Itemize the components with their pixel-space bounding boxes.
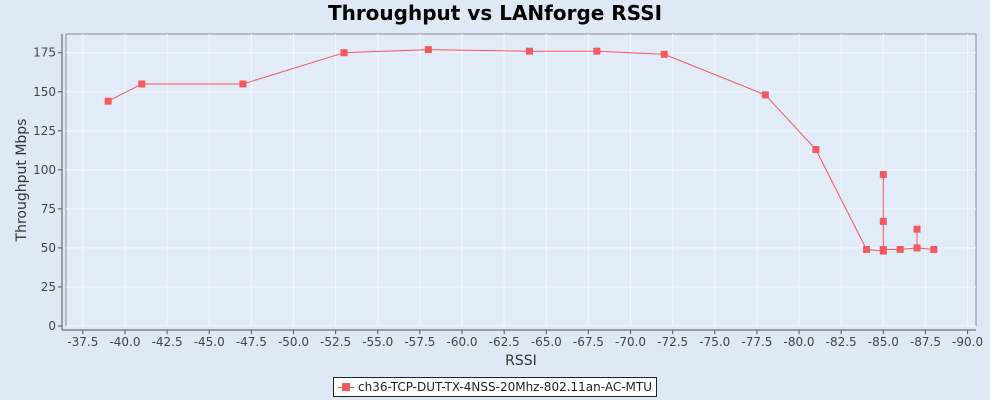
data-point [525,47,533,55]
data-point [340,49,348,57]
data-point [593,47,601,55]
grid-lines [66,34,976,327]
y-tick-label: 25 [41,280,56,294]
x-tick-label: -55.0 [362,335,393,349]
x-tick-label: -77.5 [741,335,772,349]
data-point [930,245,938,253]
x-tick-label: -75.0 [699,335,730,349]
series-group [104,46,938,255]
data-point [138,80,146,88]
y-tick-label: 125 [33,124,56,138]
x-tick-label: -72.5 [657,335,688,349]
x-tick-label: -87.5 [910,335,941,349]
y-tick-label: 100 [33,163,56,177]
data-point [896,245,904,253]
x-tick-label: -50.0 [278,335,309,349]
data-point [424,46,432,54]
data-point [104,97,112,105]
x-tick-label: -37.5 [67,335,98,349]
y-tick-label: 0 [48,319,56,333]
x-tick-label: -85.0 [868,335,899,349]
x-tick-label: -52.5 [320,335,351,349]
x-tick-label: -67.5 [573,335,604,349]
data-point [812,146,820,154]
x-tick-label: -65.0 [531,335,562,349]
y-axis-label: Throughput Mbps [14,119,30,243]
plot-area [65,33,977,327]
x-tick-label: -57.5 [404,335,435,349]
data-point [879,245,887,253]
x-tick-label: -40.0 [109,335,140,349]
x-tick-label: -42.5 [152,335,183,349]
x-tick-label: -47.5 [236,335,267,349]
data-point [862,245,870,253]
legend-marker-icon [338,381,354,393]
x-tick-label: -62.5 [489,335,520,349]
y-axis: 0 25 50 75 100 125 150 175 [33,34,63,333]
x-tick-label: -82.5 [826,335,857,349]
data-point [913,225,921,233]
chart-title: Throughput vs LANforge RSSI [328,1,662,25]
legend-series-label: ch36-TCP-DUT-TX-4NSS-20Mhz-802.11an-AC-M… [358,380,652,394]
x-axis: -37.5 -40.0 -42.5 -45.0 -47.5 -50.0 -52.5 -55.0… [62,329,983,349]
x-tick-label: -45.0 [194,335,225,349]
y-tick-label: 75 [41,202,56,216]
data-point [879,171,887,179]
x-tick-label: -90.0 [952,335,983,349]
x-tick-label: -60.0 [446,335,477,349]
y-tick-label: 175 [33,46,56,60]
x-tick-label: -70.0 [615,335,646,349]
data-point [660,50,668,58]
y-tick-label: 150 [33,85,56,99]
data-point [913,244,921,252]
data-point [879,217,887,225]
x-tick-label: -80.0 [784,335,815,349]
x-axis-label: RSSI [505,353,537,369]
data-point [761,91,769,99]
legend: ch36-TCP-DUT-TX-4NSS-20Mhz-802.11an-AC-M… [333,377,657,397]
data-point [239,80,247,88]
y-tick-label: 50 [41,241,56,255]
